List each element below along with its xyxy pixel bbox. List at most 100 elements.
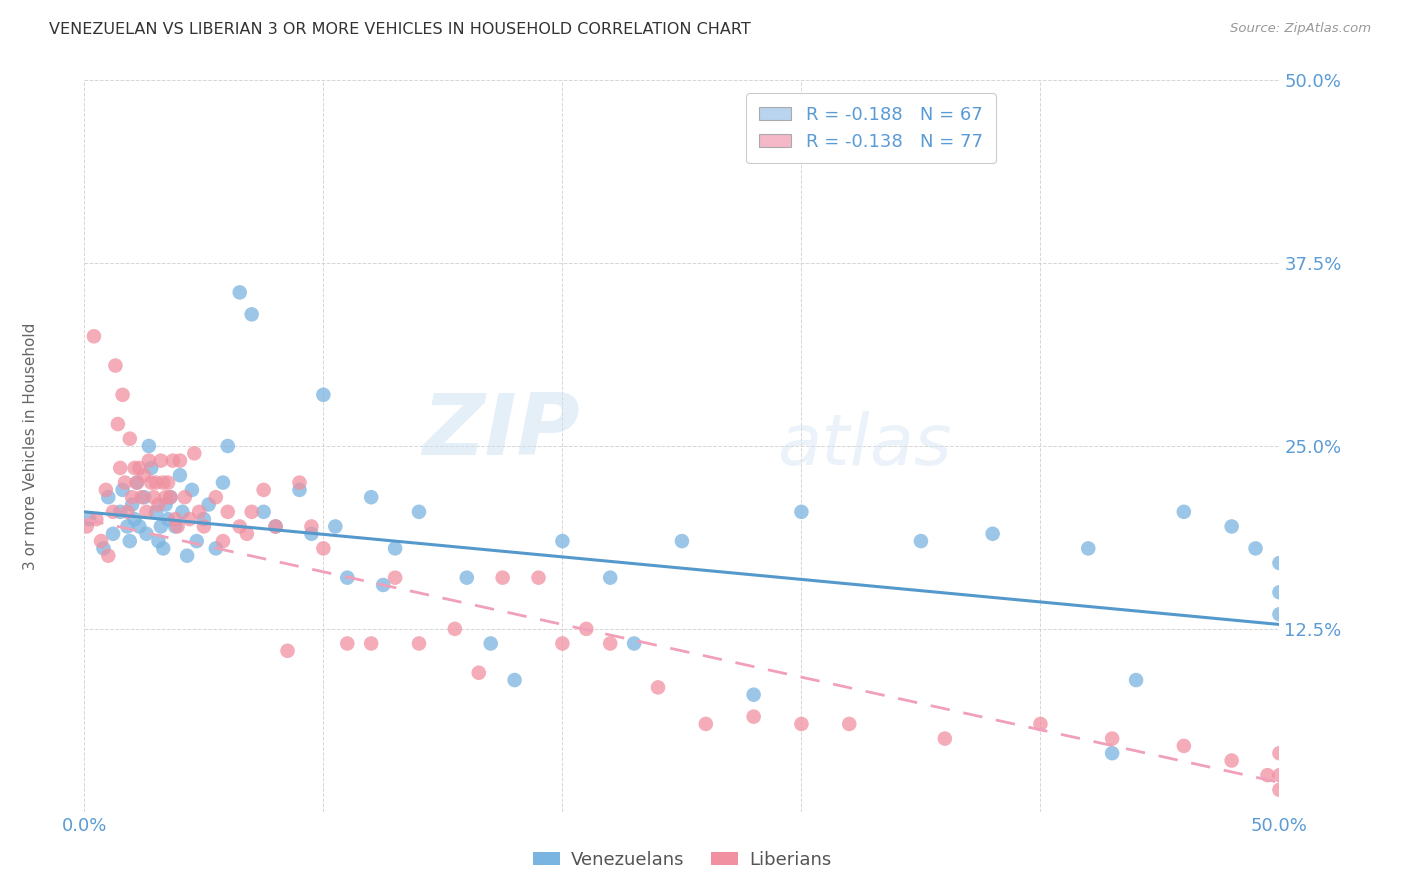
Point	[141, 461, 163, 475]
Point	[173, 490, 195, 504]
Point	[166, 519, 188, 533]
Point	[76, 519, 98, 533]
Point	[599, 636, 621, 650]
Point	[93, 541, 115, 556]
Point	[934, 731, 956, 746]
Point	[169, 453, 191, 467]
Point	[111, 483, 134, 497]
Point	[121, 490, 143, 504]
Point	[132, 468, 156, 483]
Point	[910, 534, 932, 549]
Point	[384, 571, 406, 585]
Point	[118, 534, 141, 549]
Point	[157, 512, 180, 526]
Point	[131, 490, 153, 504]
Point	[135, 505, 157, 519]
Point	[575, 622, 598, 636]
Point	[288, 483, 311, 497]
Point	[671, 534, 693, 549]
Point	[1220, 519, 1243, 533]
Point	[647, 681, 669, 695]
Point	[111, 388, 134, 402]
Point	[110, 505, 132, 519]
Point	[276, 644, 298, 658]
Point	[193, 519, 215, 533]
Point	[176, 549, 198, 563]
Point	[981, 526, 1004, 541]
Point	[124, 461, 146, 475]
Point	[145, 505, 167, 519]
Point	[165, 512, 187, 526]
Point	[148, 534, 170, 549]
Point	[217, 505, 239, 519]
Point	[551, 636, 574, 650]
Point	[236, 526, 259, 541]
Point	[790, 505, 813, 519]
Text: atlas: atlas	[778, 411, 952, 481]
Point	[408, 636, 430, 650]
Point	[180, 483, 202, 497]
Point	[264, 519, 287, 533]
Point	[118, 432, 141, 446]
Point	[240, 307, 263, 321]
Point	[212, 534, 235, 549]
Point	[152, 541, 174, 556]
Point	[162, 453, 184, 467]
Point	[135, 526, 157, 541]
Point	[1268, 768, 1291, 782]
Point	[228, 519, 252, 533]
Point	[264, 519, 287, 533]
Point	[408, 505, 430, 519]
Point	[138, 439, 160, 453]
Point	[188, 505, 211, 519]
Point	[360, 490, 382, 504]
Point	[125, 475, 148, 490]
Point	[336, 571, 359, 585]
Point	[456, 571, 478, 585]
Point	[301, 526, 323, 541]
Legend: Venezuelans, Liberians: Venezuelans, Liberians	[526, 844, 838, 876]
Point	[186, 534, 208, 549]
Point	[240, 505, 263, 519]
Point	[101, 526, 124, 541]
Point	[527, 571, 550, 585]
Point	[1029, 717, 1052, 731]
Point	[142, 490, 165, 504]
Point	[124, 512, 146, 526]
Point	[117, 505, 139, 519]
Point	[148, 498, 170, 512]
Point	[179, 512, 201, 526]
Point	[128, 461, 150, 475]
Point	[838, 717, 860, 731]
Point	[1268, 556, 1291, 570]
Point	[360, 636, 382, 650]
Point	[157, 475, 180, 490]
Point	[197, 498, 219, 512]
Point	[104, 359, 127, 373]
Point	[183, 446, 205, 460]
Point	[159, 490, 181, 504]
Point	[217, 439, 239, 453]
Point	[1173, 739, 1195, 753]
Point	[253, 505, 276, 519]
Point	[551, 534, 574, 549]
Point	[1173, 505, 1195, 519]
Point	[97, 549, 120, 563]
Point	[149, 519, 172, 533]
Point	[312, 541, 335, 556]
Point	[623, 636, 645, 650]
Text: Source: ZipAtlas.com: Source: ZipAtlas.com	[1230, 22, 1371, 36]
Point	[145, 475, 167, 490]
Point	[288, 475, 311, 490]
Point	[371, 578, 394, 592]
Point	[128, 519, 150, 533]
Point	[84, 512, 107, 526]
Point	[503, 673, 526, 687]
Point	[479, 636, 502, 650]
Point	[1268, 746, 1291, 760]
Point	[77, 512, 100, 526]
Point	[301, 519, 323, 533]
Point	[1125, 673, 1147, 687]
Point	[193, 512, 215, 526]
Point	[444, 622, 467, 636]
